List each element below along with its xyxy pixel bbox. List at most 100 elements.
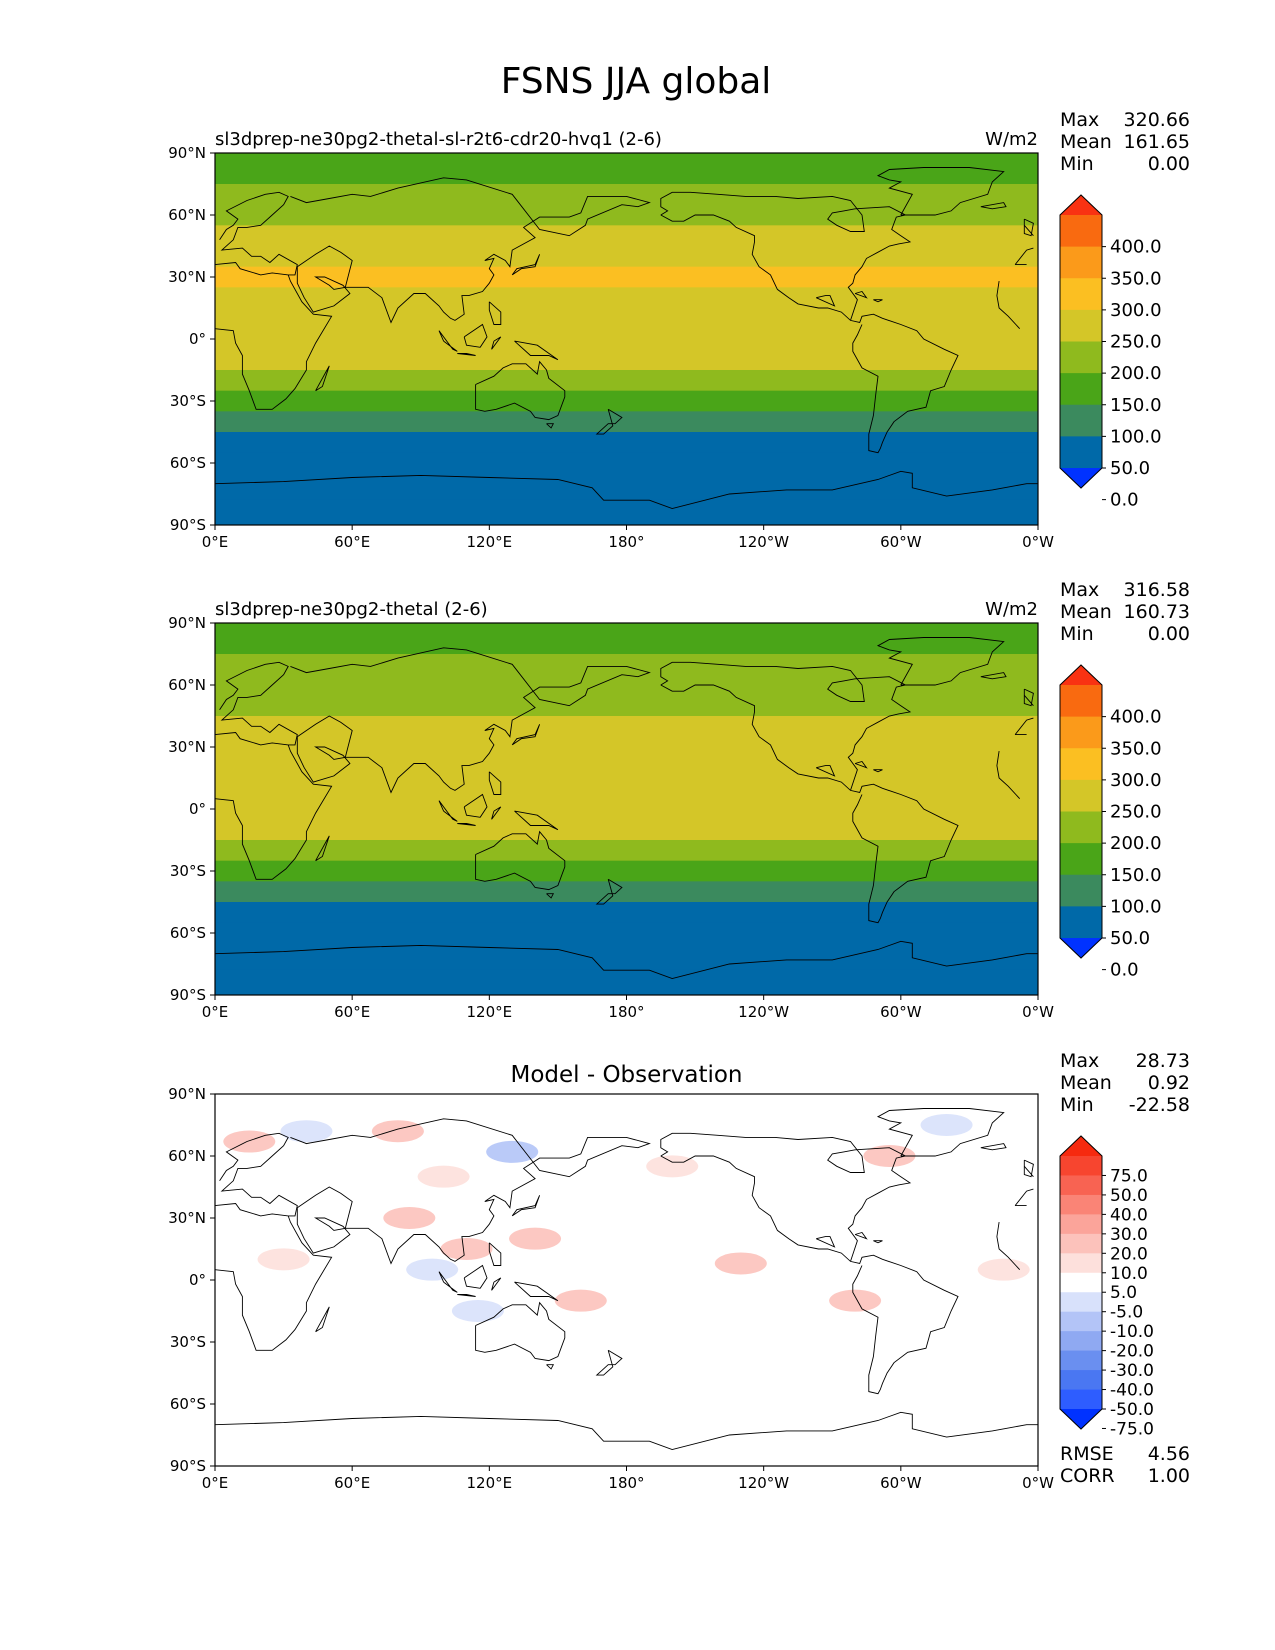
zonal-band — [215, 654, 1038, 676]
coastline — [457, 353, 476, 356]
coastline — [1023, 225, 1034, 236]
y-tick-label: 90°S — [170, 986, 206, 1004]
colorbar-label: 50.0 — [1110, 1186, 1148, 1206]
coastline — [873, 1240, 883, 1244]
colorbar-segment — [1060, 685, 1102, 718]
map-panel-1: sl3dprep-ne30pg2-thetal-sl-r2t6-cdr20-hv… — [168, 109, 1190, 551]
map-background — [215, 1094, 1038, 1466]
coastline — [475, 1301, 566, 1362]
x-tick-label: 0°E — [202, 1003, 229, 1021]
coastline — [854, 1231, 868, 1240]
colorbar-segment — [1060, 1253, 1102, 1274]
coastline — [457, 823, 476, 826]
anomaly-patch — [714, 1252, 767, 1275]
coastline — [660, 661, 912, 791]
y-tick-label: 0° — [189, 1271, 206, 1289]
y-tick-label: 60°S — [170, 924, 206, 942]
colorbar-segment — [1060, 215, 1102, 248]
coastlines — [215, 637, 1038, 979]
zonal-band — [215, 308, 1038, 330]
map-field — [215, 153, 1038, 525]
y-tick-label: 60°N — [168, 206, 206, 224]
x-tick-label: 0°W — [1022, 1474, 1054, 1492]
coastline — [816, 295, 836, 307]
colorbar-segment — [1060, 748, 1102, 781]
coastlines — [215, 167, 1038, 509]
panel-title: sl3dprep-ne30pg2-thetal-sl-r2t6-cdr20-hv… — [215, 129, 662, 150]
colorbar-segment — [1060, 843, 1102, 876]
coastline — [463, 323, 488, 348]
coastline — [438, 330, 458, 352]
colorbar-label: 400.0 — [1110, 237, 1162, 258]
anomaly-patch — [646, 1155, 699, 1178]
stat-value: 0.92 — [1148, 1072, 1190, 1094]
stat-value: 316.58 — [1124, 579, 1190, 601]
coastline — [660, 214, 959, 454]
colorbar-label: -5.0 — [1110, 1303, 1143, 1323]
panel-title: sl3dprep-ne30pg2-thetal (2-6) — [215, 599, 488, 620]
anomaly-patch — [920, 1114, 973, 1136]
coastline — [488, 301, 502, 325]
zonal-band — [215, 411, 1038, 433]
corr-stat: CORR 1.00 — [1060, 1465, 1190, 1487]
coastline — [290, 1118, 651, 1265]
y-tick-label: 60°N — [168, 1147, 206, 1165]
stat-label: Max — [1060, 1050, 1099, 1072]
map-field — [215, 1094, 1038, 1466]
coastline — [595, 1349, 623, 1376]
y-tick-label: 90°S — [170, 1457, 206, 1475]
zonal-band — [215, 695, 1038, 717]
colorbar-label: 150.0 — [1110, 865, 1162, 886]
x-tick-label: 180° — [608, 533, 644, 551]
x-tick-label: 180° — [608, 1474, 644, 1492]
x-tick-label: 120°W — [738, 1003, 789, 1021]
rmse-label: RMSE — [1060, 1443, 1114, 1465]
zonal-band — [215, 736, 1038, 758]
coastline — [215, 1411, 1038, 1450]
stat-label: Mean — [1060, 1072, 1112, 1094]
colorbar-label: 100.0 — [1110, 426, 1162, 447]
y-tick-label: 30°N — [168, 268, 206, 286]
anomaly-patch — [829, 1289, 882, 1312]
colorbar-label: 40.0 — [1110, 1205, 1148, 1225]
x-tick-label: 180° — [608, 1003, 644, 1021]
colorbar-segment — [1060, 1194, 1102, 1215]
colorbar-bottom-extend — [1060, 938, 1102, 958]
y-tick-label: 90°N — [168, 614, 206, 632]
rmse-value: 4.56 — [1148, 1443, 1190, 1465]
anomaly-patch — [977, 1258, 1030, 1281]
x-tick-label: 60°E — [334, 1003, 370, 1021]
corr-label: CORR — [1060, 1465, 1115, 1487]
x-tick-label: 120°E — [467, 1474, 513, 1492]
colorbar: 400.0 350.0 300.0 250.0 200.0 150.0 100.0 50.0 0… — [1059, 664, 1162, 981]
colorbar-segment — [1060, 1389, 1102, 1410]
colorbar-bottom-extend — [1060, 468, 1102, 488]
colorbar-label: -30.0 — [1110, 1361, 1154, 1381]
x-tick-label: 0°W — [1022, 533, 1054, 551]
y-tick-label: 90°N — [168, 1085, 206, 1103]
colorbar-label: 20.0 — [1110, 1244, 1148, 1264]
colorbar-label: 0.0 — [1110, 960, 1139, 981]
zonal-band — [215, 370, 1038, 392]
x-tick-label: 60°W — [880, 1003, 922, 1021]
colorbar-label: -40.0 — [1110, 1381, 1154, 1401]
coastline — [876, 1108, 1005, 1157]
colorbar-segment — [1060, 246, 1102, 279]
coastline — [491, 1277, 502, 1291]
x-tick-label: 0°E — [202, 533, 229, 551]
coastline — [876, 167, 1005, 216]
coastline — [215, 1132, 1034, 1217]
coastline — [514, 1281, 559, 1302]
anomaly-patch — [371, 1120, 424, 1143]
coastline — [873, 299, 883, 303]
colorbar-label: 10.0 — [1110, 1264, 1148, 1284]
colorbar-label: 250.0 — [1110, 332, 1162, 353]
zonal-band — [215, 969, 1038, 995]
stat-value: 160.73 — [1124, 601, 1190, 623]
colorbar-label: -75.0 — [1110, 1419, 1154, 1439]
colorbar-segment — [1060, 278, 1102, 311]
colorbar-label: 30.0 — [1110, 1225, 1148, 1245]
coastline — [215, 1215, 1021, 1351]
stat-value: 320.66 — [1124, 109, 1190, 131]
